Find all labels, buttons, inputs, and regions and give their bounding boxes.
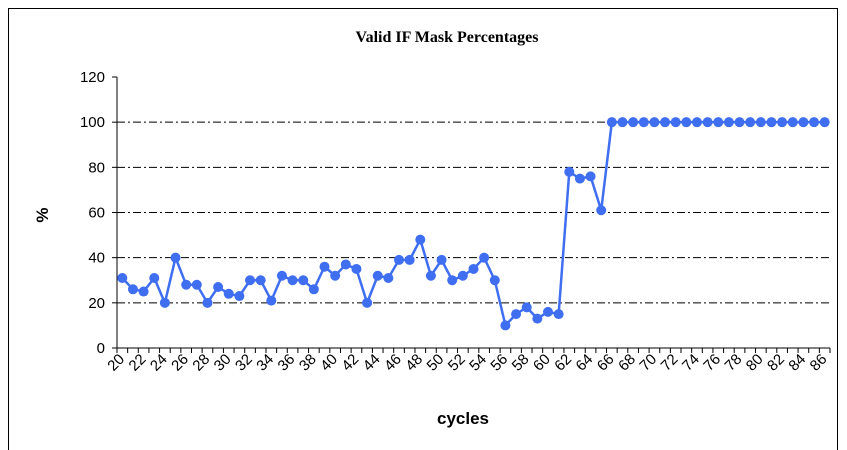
marker	[223, 288, 234, 299]
marker	[606, 117, 617, 128]
marker	[755, 117, 766, 128]
marker	[649, 117, 660, 128]
marker	[809, 117, 820, 128]
marker	[191, 279, 202, 290]
marker	[787, 117, 798, 128]
marker	[670, 117, 681, 128]
marker	[681, 117, 692, 128]
marker	[245, 275, 256, 286]
marker	[436, 254, 447, 265]
marker	[574, 173, 585, 184]
marker	[777, 117, 788, 128]
marker	[351, 263, 362, 274]
marker	[734, 117, 745, 128]
marker	[798, 117, 809, 128]
marker	[553, 309, 564, 320]
marker	[362, 297, 373, 308]
marker	[766, 117, 777, 128]
marker	[425, 270, 436, 281]
marker	[298, 275, 309, 286]
marker	[489, 275, 500, 286]
marker	[159, 297, 170, 308]
marker	[138, 286, 149, 297]
y-tick-label: 20	[88, 295, 105, 312]
marker	[511, 309, 522, 320]
marker	[394, 254, 405, 265]
marker	[819, 117, 830, 128]
chart-frame	[8, 8, 838, 450]
marker	[691, 117, 702, 128]
marker	[319, 261, 330, 272]
marker	[447, 275, 458, 286]
marker	[500, 320, 511, 331]
marker	[457, 270, 468, 281]
marker	[585, 171, 596, 182]
marker	[234, 291, 245, 302]
marker	[181, 279, 192, 290]
x-tick-label: 86	[807, 351, 831, 375]
marker	[564, 166, 575, 177]
marker	[255, 275, 266, 286]
marker	[723, 117, 734, 128]
marker	[713, 117, 724, 128]
marker	[532, 313, 543, 324]
marker	[702, 117, 713, 128]
marker	[468, 263, 479, 274]
y-tick-label: 0	[97, 340, 105, 357]
marker	[287, 275, 298, 286]
y-tick-label: 40	[88, 250, 105, 267]
marker	[213, 282, 224, 293]
marker	[521, 302, 532, 313]
marker	[149, 272, 160, 283]
marker	[383, 272, 394, 283]
marker	[276, 270, 287, 281]
marker	[415, 234, 426, 245]
marker	[660, 117, 671, 128]
marker	[542, 306, 553, 317]
marker	[404, 254, 415, 265]
marker	[745, 117, 756, 128]
y-axis-label: %	[33, 207, 52, 222]
y-tick-label: 60	[88, 205, 105, 222]
marker	[127, 284, 138, 295]
marker	[638, 117, 649, 128]
marker	[372, 270, 383, 281]
marker	[617, 117, 628, 128]
marker	[170, 252, 181, 263]
marker	[340, 259, 351, 270]
x-axis-label: cycles	[437, 409, 489, 428]
marker	[117, 272, 128, 283]
marker	[308, 284, 319, 295]
marker	[628, 117, 639, 128]
marker	[330, 270, 341, 281]
marker	[202, 297, 213, 308]
y-tick-label: 80	[88, 159, 105, 176]
marker	[479, 252, 490, 263]
chart-title: Valid IF Mask Percentages	[356, 29, 539, 46]
marker	[266, 295, 277, 306]
y-tick-label: 120	[80, 69, 105, 86]
marker	[596, 205, 607, 216]
y-tick-label: 100	[80, 114, 105, 131]
